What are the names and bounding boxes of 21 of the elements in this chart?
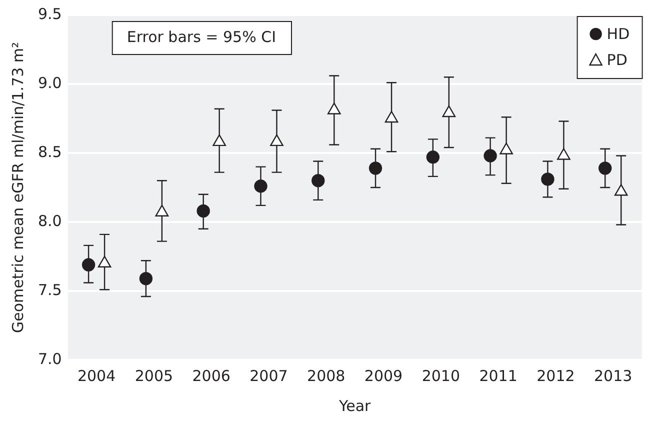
y-axis-title: Geometric mean eGFR ml/min/1.73 m²	[8, 42, 27, 334]
x-axis-title: Year	[338, 396, 372, 415]
x-tick-label: 2013	[594, 366, 632, 385]
y-tick-label: 7.0	[38, 350, 62, 368]
x-tick-label: 2008	[307, 366, 346, 385]
y-tick-label: 7.5	[38, 280, 62, 299]
y-tick-label: 8.0	[38, 212, 62, 230]
x-tick-label: 2004	[77, 366, 116, 385]
x-tick-label: 2012	[536, 366, 575, 385]
x-tick-label: 2005	[134, 366, 174, 385]
x-tick-label: 2009	[364, 366, 403, 385]
y-tick-label: 8.5	[38, 142, 62, 161]
y-tick-label: 9.0	[38, 74, 62, 92]
x-tick-label: 2007	[250, 366, 288, 385]
x-tick-label: 2006	[192, 366, 230, 385]
y-tick-label: 9.5	[38, 4, 62, 23]
legend-label: PD	[606, 50, 628, 69]
annotation: Error bars = 95% CI	[126, 28, 276, 46]
legend-label: HD	[606, 24, 630, 43]
x-tick-label: 2010	[422, 366, 460, 385]
x-tick-label: 2011	[479, 366, 518, 385]
